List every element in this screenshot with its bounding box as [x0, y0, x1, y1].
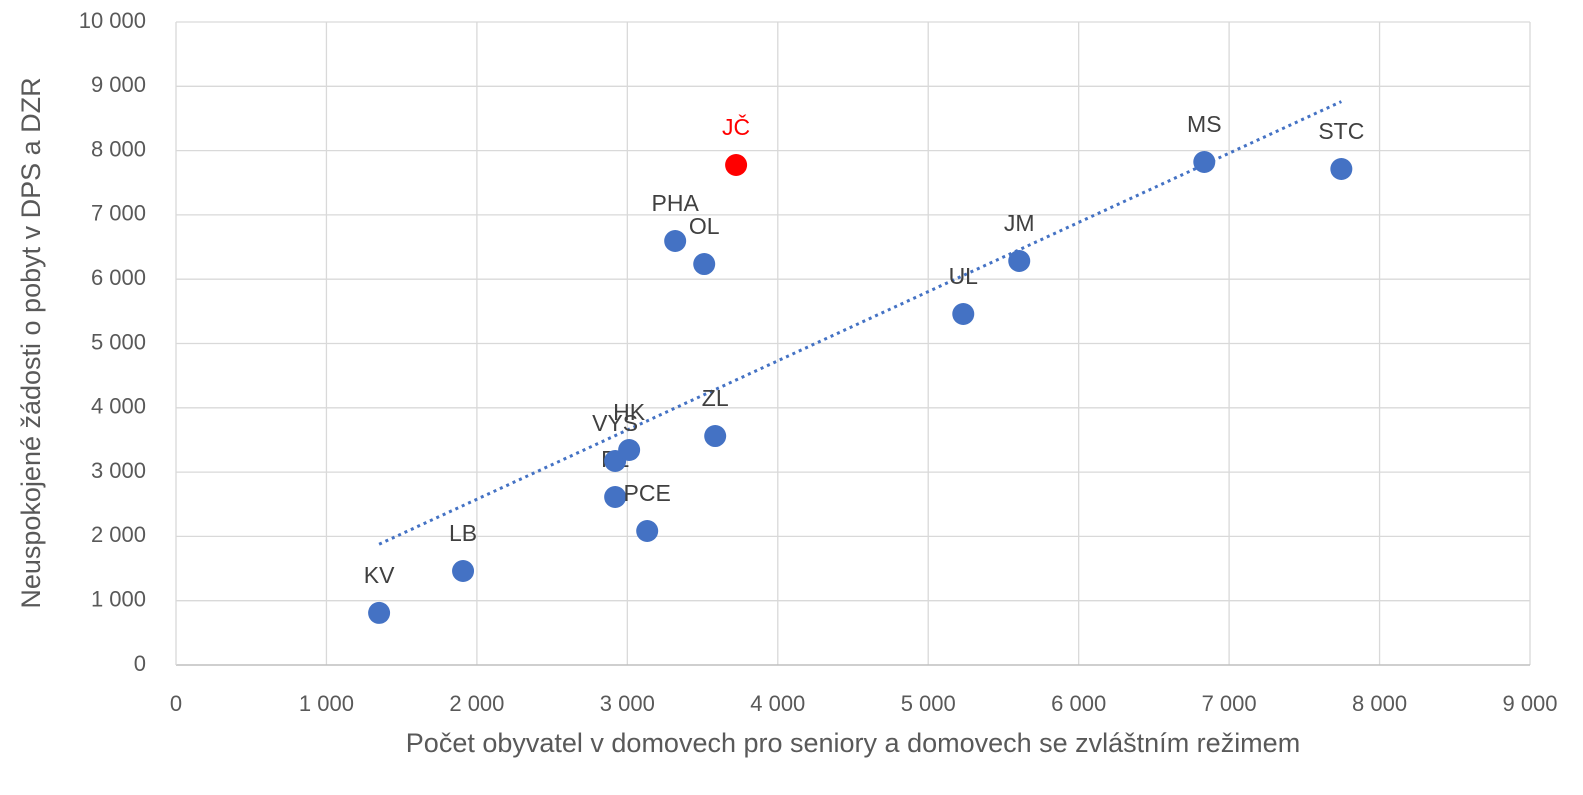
- point: [1008, 250, 1031, 273]
- x-tick-label: 7 000: [1202, 691, 1257, 716]
- point: [452, 559, 475, 582]
- x-axis-title: Počet obyvatel v domovech pro seniory a …: [406, 728, 1300, 758]
- x-tick-label: 9 000: [1502, 691, 1557, 716]
- point-label: MS: [1187, 111, 1222, 137]
- point: [368, 601, 391, 624]
- trendline: [378, 100, 1342, 546]
- y-tick-label: 4 000: [91, 394, 146, 419]
- point-label: KV: [364, 562, 395, 588]
- point-label: STC: [1318, 118, 1364, 144]
- y-tick-label: 6 000: [91, 265, 146, 290]
- point: [1330, 157, 1353, 180]
- x-tick-label: 6 000: [1051, 691, 1106, 716]
- x-tick-label: 3 000: [600, 691, 655, 716]
- point-label: JČ: [722, 113, 750, 140]
- x-tick-label: 4 000: [750, 691, 805, 716]
- point-label: UL: [949, 263, 979, 289]
- x-tick-label: 2 000: [449, 691, 504, 716]
- x-tick-label: 5 000: [901, 691, 956, 716]
- point-label: ZL: [702, 385, 729, 411]
- y-tick-label: 0: [134, 651, 146, 676]
- point-label: OL: [689, 213, 720, 239]
- point-label: PHA: [652, 190, 700, 216]
- point: [952, 302, 975, 325]
- point: [704, 425, 727, 448]
- y-tick-label: 1 000: [91, 587, 146, 612]
- y-tick-label: 7 000: [91, 201, 146, 226]
- y-tick-label: 3 000: [91, 458, 146, 483]
- x-tick-label: 0: [170, 691, 182, 716]
- point-label: VYS: [592, 410, 638, 436]
- y-tick-label: 2 000: [91, 522, 146, 547]
- point: [636, 519, 659, 542]
- y-tick-label: 8 000: [91, 136, 146, 161]
- y-tick-label: 10 000: [79, 8, 146, 33]
- y-tick-label: 5 000: [91, 329, 146, 354]
- point: [693, 253, 716, 276]
- x-tick-label: 1 000: [299, 691, 354, 716]
- point-label: HK: [613, 399, 646, 425]
- x-tick-label: 8 000: [1352, 691, 1407, 716]
- y-tick-label: 9 000: [91, 72, 146, 97]
- point-label: PCE: [624, 480, 671, 506]
- point-label: JM: [1004, 210, 1035, 236]
- point: [604, 485, 627, 508]
- point-label: LB: [449, 520, 477, 546]
- point: [664, 230, 687, 253]
- point: [618, 438, 641, 461]
- point: [725, 154, 748, 177]
- point: [1193, 150, 1216, 173]
- y-axis-title: Neuspokojené žádosti o pobyt v DPS a DZR: [16, 77, 46, 608]
